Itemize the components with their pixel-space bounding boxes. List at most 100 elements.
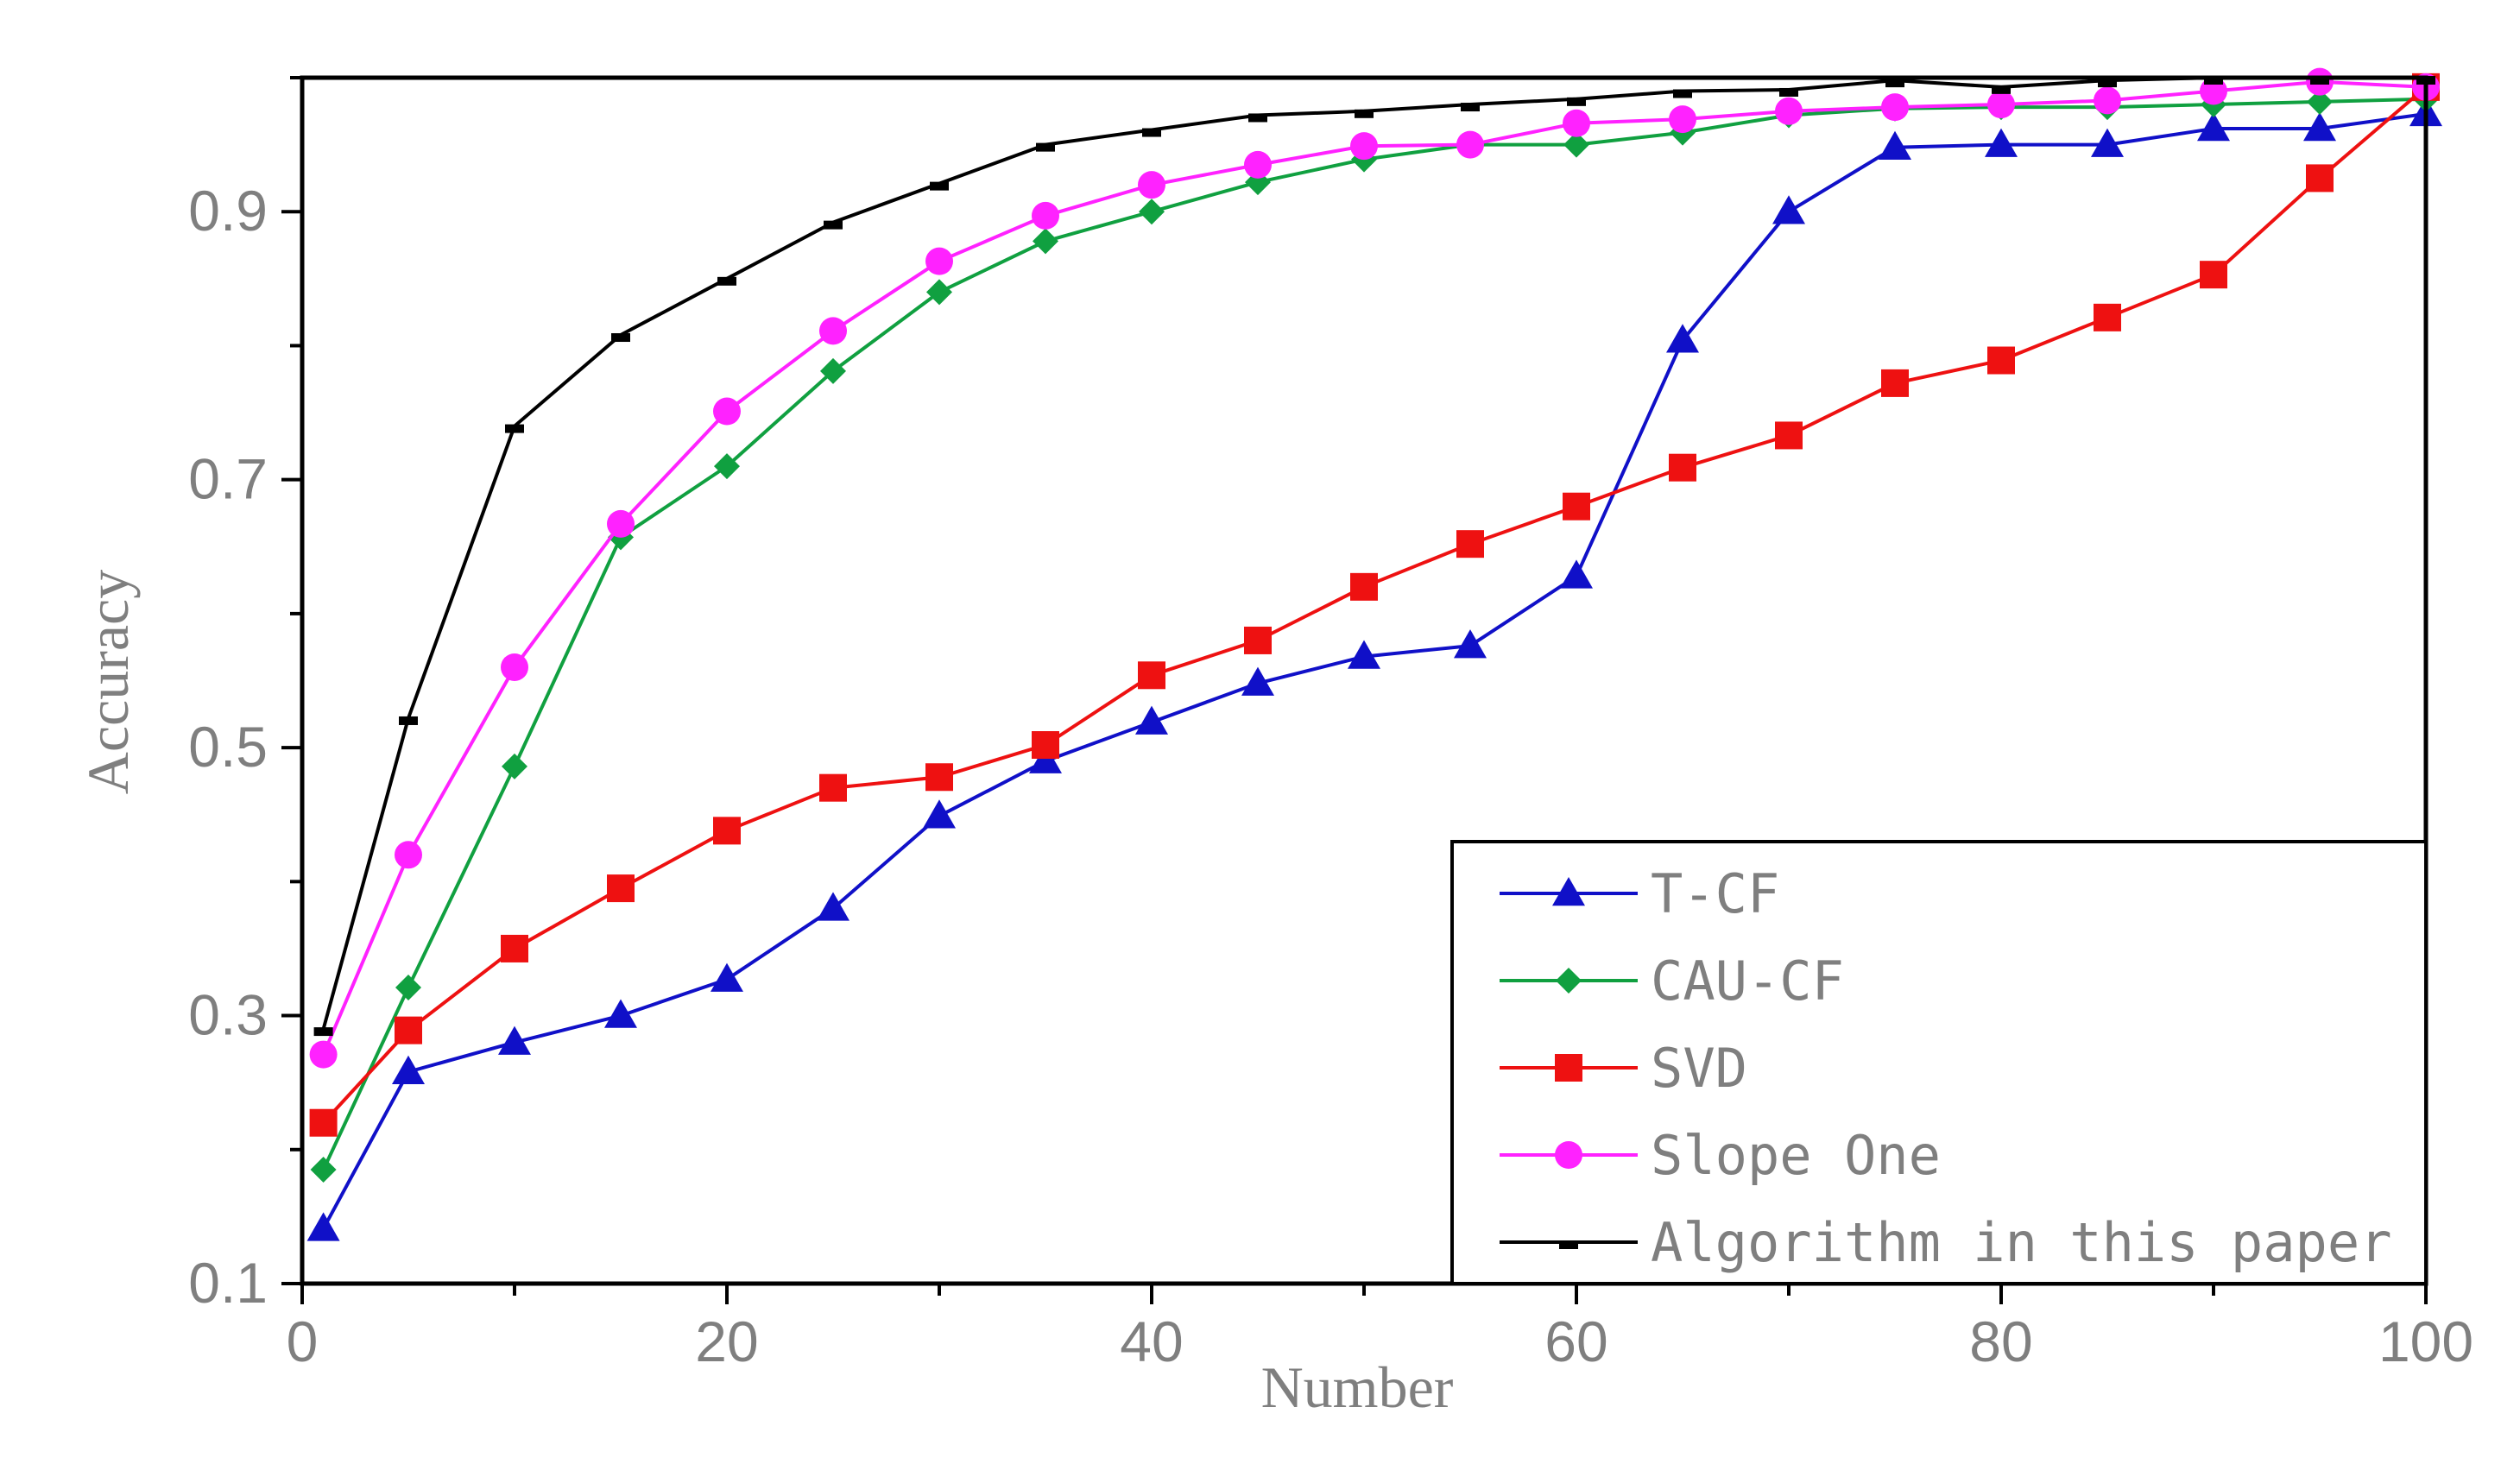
data-point-cau-cf	[820, 357, 846, 384]
data-point-cau-cf	[395, 974, 421, 1000]
axes-layer: 0 20 40 60 80 100 0.1 0.3 0.5 0.7 0.9 Number Accurac…	[75, 75, 2473, 1420]
data-point-svd	[501, 934, 528, 962]
data-point-svd	[2094, 303, 2121, 331]
y-tick-label: 0.9	[188, 179, 268, 243]
y-tick-label: 0.1	[188, 1251, 268, 1315]
legend-marker-algorithm-in-this-paper	[1559, 1240, 1578, 1249]
data-point-slope-one	[1244, 150, 1272, 179]
data-point-slope-one	[501, 653, 528, 681]
legend-label-svd: SVD	[1651, 1037, 1747, 1100]
data-point-algorithm-in-this-paper	[1992, 85, 2011, 94]
data-point-slope-one	[1987, 91, 2015, 119]
data-point-cau-cf	[1139, 199, 1165, 225]
legend-label-cau-cf: CAU-CF	[1651, 950, 1844, 1013]
data-point-cau-cf	[502, 753, 527, 779]
legend-label-slope-one: Slope One	[1651, 1124, 1941, 1187]
legend-box	[1450, 840, 2428, 1285]
data-point-cau-cf	[2307, 88, 2333, 115]
data-point-algorithm-in-this-paper	[1355, 109, 1374, 118]
series-algorithm-in-this-paper	[313, 76, 2435, 1037]
data-point-t-cf	[498, 1025, 531, 1055]
data-point-algorithm-in-this-paper	[2098, 79, 2117, 88]
data-point-svd	[1563, 492, 1590, 521]
data-point-t-cf	[817, 892, 849, 921]
data-point-slope-one	[925, 247, 953, 275]
data-point-algorithm-in-this-paper	[824, 220, 843, 230]
data-point-algorithm-in-this-paper	[1036, 142, 1055, 152]
data-point-svd	[395, 1016, 422, 1044]
data-point-algorithm-in-this-paper	[717, 276, 736, 286]
x-tick-label: 20	[695, 1309, 758, 1373]
data-point-algorithm-in-this-paper	[1779, 87, 1798, 97]
data-point-svd	[1244, 626, 1272, 654]
legend: T-CF CAU-CF SVD Slope One Algorithm in this …	[1450, 840, 2428, 1285]
data-point-slope-one	[309, 1040, 338, 1069]
data-point-slope-one	[819, 317, 847, 345]
series-layer	[306, 67, 2442, 1241]
data-point-t-cf	[392, 1055, 425, 1084]
data-point-algorithm-in-this-paper	[1885, 79, 1904, 88]
data-point-svd	[2306, 164, 2334, 192]
data-point-algorithm-in-this-paper	[1567, 97, 1586, 106]
data-point-svd	[1987, 346, 2015, 375]
series-slope-one	[309, 67, 2440, 1069]
data-point-cau-cf	[714, 453, 740, 480]
data-point-svd	[1032, 731, 1059, 760]
data-point-cau-cf	[1033, 228, 1058, 255]
data-point-slope-one	[395, 841, 422, 869]
y-tick-label: 0.7	[188, 447, 268, 511]
data-point-svd	[819, 773, 847, 802]
data-point-t-cf	[1029, 744, 1062, 773]
data-point-slope-one	[1563, 109, 1590, 137]
data-point-t-cf	[1560, 559, 1593, 589]
legend-label-algorithm-in-this-paper: Algorithm in this paper	[1651, 1211, 2392, 1274]
x-tick-label: 80	[1969, 1309, 2032, 1373]
data-point-cau-cf	[1563, 131, 1589, 158]
data-point-cau-cf	[310, 1157, 337, 1183]
data-point-svd	[1138, 661, 1165, 690]
data-point-svd	[607, 874, 635, 903]
y-tick-label: 0.5	[188, 715, 268, 779]
legend-marker-svd	[1555, 1054, 1582, 1082]
data-point-t-cf	[1454, 629, 1487, 659]
data-point-algorithm-in-this-paper	[505, 424, 524, 433]
legend-marker-t-cf	[1552, 877, 1585, 906]
data-point-slope-one	[1138, 171, 1165, 199]
data-point-svd	[309, 1108, 338, 1137]
data-point-t-cf	[1135, 705, 1168, 735]
legend-item-t-cf: T-CF	[1500, 862, 1779, 925]
data-point-t-cf	[306, 1212, 340, 1241]
data-point-t-cf	[604, 999, 637, 1028]
series-t-cf	[306, 97, 2442, 1241]
data-point-t-cf	[2303, 111, 2336, 142]
data-point-svd	[1456, 530, 1484, 558]
data-point-algorithm-in-this-paper	[2310, 76, 2329, 85]
series-svd	[309, 73, 2440, 1137]
legend-label-t-cf: T-CF	[1651, 862, 1779, 925]
data-point-svd	[713, 817, 741, 845]
x-axis-title: Number	[1261, 1354, 1454, 1420]
data-point-t-cf	[1879, 130, 1911, 160]
legend-item-algorithm-in-this-paper: Algorithm in this paper	[1500, 1211, 2392, 1274]
data-point-t-cf	[711, 962, 743, 992]
legend-item-svd: SVD	[1500, 1037, 1747, 1100]
data-point-algorithm-in-this-paper	[1248, 113, 1267, 123]
data-point-slope-one	[713, 397, 741, 426]
x-tick-label: 100	[2378, 1309, 2473, 1373]
data-point-t-cf	[2197, 111, 2230, 142]
data-point-slope-one	[2094, 86, 2121, 115]
data-point-slope-one	[1775, 97, 1803, 125]
data-point-algorithm-in-this-paper	[1673, 89, 1692, 98]
y-axis-title: Accuracy	[75, 570, 141, 794]
data-point-algorithm-in-this-paper	[399, 716, 418, 725]
data-point-svd	[1669, 453, 1696, 482]
data-point-slope-one	[1669, 105, 1696, 134]
legend-item-slope-one: Slope One	[1500, 1124, 1941, 1187]
data-point-t-cf	[2091, 128, 2124, 157]
data-point-svd	[2200, 261, 2227, 289]
legend-item-cau-cf: CAU-CF	[1500, 950, 1844, 1013]
legend-marker-slope-one	[1555, 1141, 1582, 1169]
data-point-algorithm-in-this-paper	[313, 1027, 333, 1037]
data-point-svd	[1775, 421, 1803, 450]
data-point-t-cf	[1666, 324, 1699, 353]
